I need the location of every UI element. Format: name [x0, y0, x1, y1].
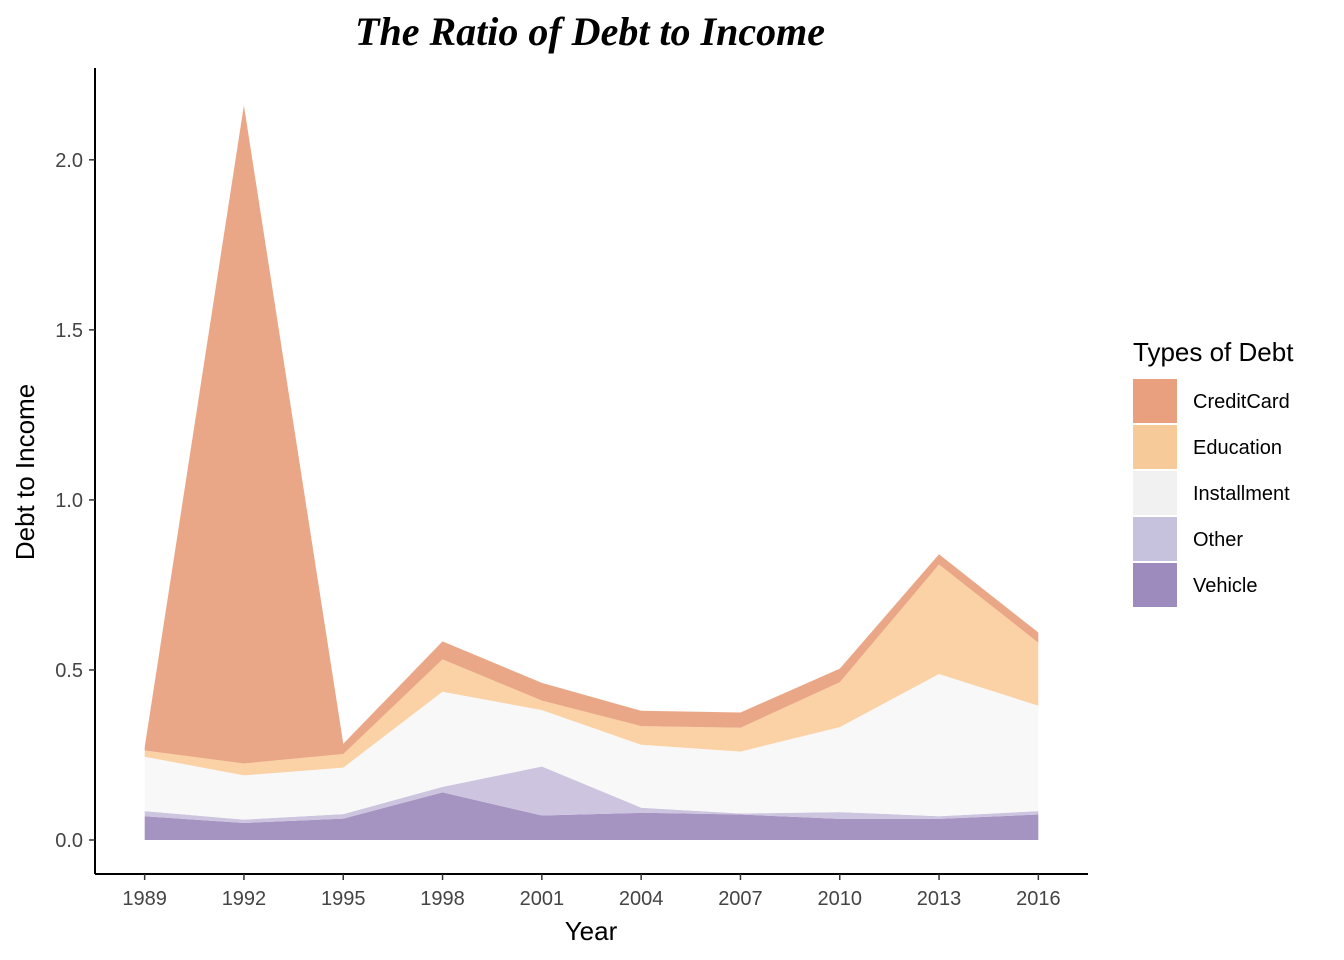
y-tick-label: 1.0 — [55, 490, 83, 512]
x-tick-label: 2004 — [619, 888, 664, 910]
area-installment — [144, 674, 1039, 820]
x-tick-label: 2007 — [718, 888, 763, 910]
legend-swatch-education — [1133, 425, 1177, 469]
legend-title: Types of Debt — [1133, 337, 1294, 367]
x-tick-label: 2010 — [818, 888, 863, 910]
x-tick-label: 1995 — [321, 888, 366, 910]
axes: 0.0 0.5 1.0 1.5 2.0 1989 1992 1995 1998 2001 2004 2… — [55, 68, 1088, 910]
area-other — [144, 766, 1039, 823]
legend-swatch-other — [1133, 517, 1177, 561]
area-vehicle — [144, 792, 1039, 840]
x-tick-label: 1998 — [420, 888, 465, 910]
y-tick-label: 0.5 — [55, 660, 83, 682]
legend-swatch-creditcard — [1133, 379, 1177, 423]
area-education — [144, 564, 1039, 776]
legend-swatch-vehicle — [1133, 563, 1177, 607]
y-tick-label: 0.0 — [55, 830, 83, 852]
legend: Types of Debt CreditCard Education Install… — [1133, 337, 1294, 607]
x-tick-label: 1992 — [222, 888, 267, 910]
legend-swatch-installment — [1133, 471, 1177, 515]
legend-label-installment: Installment — [1193, 483, 1290, 505]
legend-label-education: Education — [1193, 437, 1282, 459]
legend-label-vehicle: Vehicle — [1193, 575, 1258, 597]
x-tick-label: 2016 — [1016, 888, 1061, 910]
x-tick-label: 2001 — [520, 888, 565, 910]
area-creditcard — [144, 105, 1039, 764]
area-layers — [144, 105, 1039, 840]
x-tick-label: 1989 — [122, 888, 167, 910]
legend-label-creditcard: CreditCard — [1193, 391, 1290, 413]
y-tick-label: 1.5 — [55, 320, 83, 342]
legend-label-other: Other — [1193, 529, 1243, 551]
x-axis-title: Year — [565, 916, 618, 946]
y-tick-label: 2.0 — [55, 150, 83, 172]
chart-title: The Ratio of Debt to Income — [355, 9, 825, 54]
x-tick-label: 2013 — [917, 888, 962, 910]
y-axis-title: Debt to Income — [10, 384, 40, 560]
